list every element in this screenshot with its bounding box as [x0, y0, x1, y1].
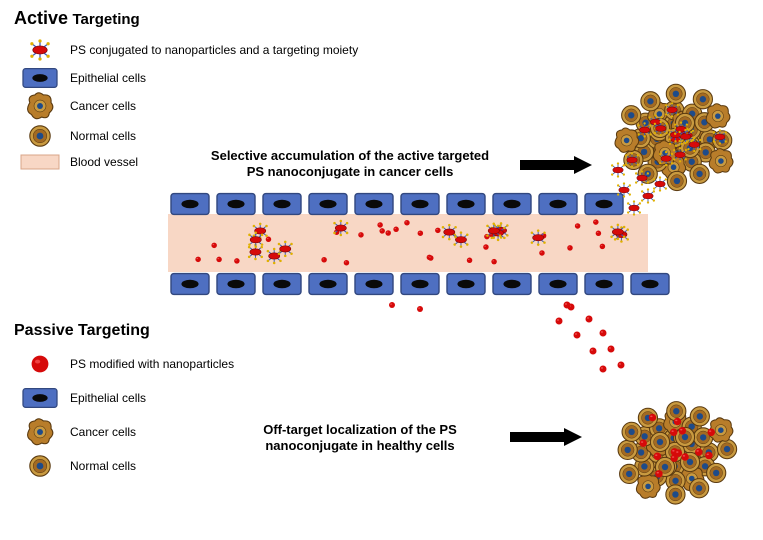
- escaping-ps-dot: [560, 298, 574, 317]
- legend-label: Cancer cells: [70, 99, 136, 113]
- legend-passive-normal: Normal cells: [20, 452, 136, 480]
- normal-icon: [20, 452, 60, 480]
- epithelial-cell: [214, 192, 258, 216]
- escaping-ps-dot: [596, 362, 610, 381]
- annotation-active: Selective accumulation of the active tar…: [190, 148, 510, 181]
- epithelial-cell: [260, 192, 304, 216]
- annotation-passive: Off-target localization of the PS nanoco…: [220, 422, 500, 455]
- epithelial-cell: [536, 192, 580, 216]
- normal-icon: [20, 122, 60, 150]
- epithelial-cell: [444, 272, 488, 296]
- legend-active-epi: Epithelial cells: [20, 64, 146, 92]
- leaking-dot: [414, 302, 426, 320]
- epithelial-cell: [352, 272, 396, 296]
- legend-label: Epithelial cells: [70, 71, 146, 85]
- annot-line: PS nanoconjugate in cancer cells: [247, 164, 454, 179]
- epithelial-cell: [444, 192, 488, 216]
- epi-icon: [20, 64, 60, 92]
- cancer-icon: [20, 92, 60, 120]
- escaping-ps-target: [648, 172, 672, 201]
- ps-target-icon: [20, 36, 60, 64]
- vessel-icon: [20, 152, 60, 172]
- epithelial-cell: [306, 192, 350, 216]
- t: Active: [14, 8, 68, 28]
- legend-active-cancer: Cancer cells: [20, 92, 136, 120]
- epithelial-row-top: [168, 192, 626, 216]
- legend-label: Epithelial cells: [70, 391, 146, 405]
- epithelial-cell: [582, 272, 626, 296]
- legend-label: PS conjugated to nanoparticles and a tar…: [70, 43, 358, 57]
- epithelial-cell: [168, 192, 212, 216]
- epithelial-cell: [398, 192, 442, 216]
- annot-line: nanoconjugate in healthy cells: [265, 438, 454, 453]
- escaping-ps-dot: [570, 328, 584, 347]
- leaking-dot: [386, 298, 398, 316]
- epithelial-cell: [490, 272, 534, 296]
- epithelial-cell: [536, 272, 580, 296]
- epi-icon: [20, 384, 60, 412]
- legend-passive-cancer: Cancer cells: [20, 418, 136, 446]
- escaping-ps-dot: [586, 344, 600, 363]
- title-passive: Passive Targeting: [14, 322, 150, 340]
- escaping-ps-dot: [614, 358, 628, 377]
- legend-label: PS modified with nanoparticles: [70, 357, 234, 371]
- legend-active-vessel: Blood vessel: [20, 152, 138, 172]
- tumor-passive: [585, 370, 763, 540]
- legend-label: Cancer cells: [70, 425, 136, 439]
- epithelial-cell: [214, 272, 258, 296]
- legend-passive-epi: Epithelial cells: [20, 384, 146, 412]
- epithelial-cell: [490, 192, 534, 216]
- title-active: Active Targeting: [14, 8, 140, 29]
- arrow-passive: [510, 428, 590, 448]
- annot-line: Selective accumulation of the active tar…: [211, 148, 489, 163]
- annot-line: Off-target localization of the PS: [263, 422, 457, 437]
- epithelial-cell: [628, 272, 672, 296]
- legend-active-normal: Normal cells: [20, 122, 136, 150]
- legend-passive-ps-nano: PS modified with nanoparticles: [20, 350, 234, 378]
- legend-label: Blood vessel: [70, 155, 138, 169]
- epithelial-cell: [168, 272, 212, 296]
- cancer-icon: [20, 418, 60, 446]
- t: Targeting: [72, 11, 139, 28]
- ps-nano-icon: [20, 350, 60, 378]
- epithelial-cell: [398, 272, 442, 296]
- legend-label: Normal cells: [70, 459, 136, 473]
- escaping-ps-target: [620, 148, 644, 177]
- legend-active-ps-target: PS conjugated to nanoparticles and a tar…: [20, 36, 358, 64]
- legend-label: Normal cells: [70, 129, 136, 143]
- epithelial-row-bottom: [168, 272, 672, 296]
- epithelial-cell: [260, 272, 304, 296]
- blood-vessel: [168, 214, 648, 272]
- escaping-ps-dot: [582, 312, 596, 331]
- epithelial-cell: [306, 272, 350, 296]
- epithelial-cell: [352, 192, 396, 216]
